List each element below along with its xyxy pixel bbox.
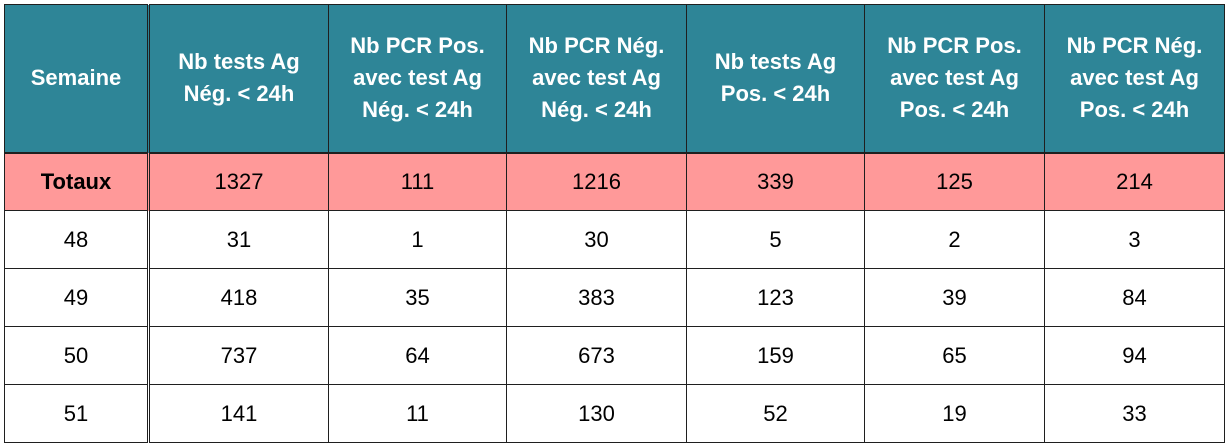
table-cell: 65: [864, 326, 1045, 385]
table-cell: 30: [506, 210, 687, 269]
table-cell: 84: [1044, 268, 1225, 327]
header-pcr-pos-ag-pos: Nb PCR Pos. avec test Ag Pos. < 24h: [864, 4, 1045, 153]
table-cell: 125: [864, 151, 1045, 211]
table-cell: 1216: [506, 151, 687, 211]
table-cell: 11: [328, 384, 507, 443]
table-cell: 123: [686, 268, 865, 327]
table-cell: 5: [686, 210, 865, 269]
header-pcr-pos-ag-neg: Nb PCR Pos. avec test Ag Nég. < 24h: [328, 4, 507, 153]
table-cell: 35: [328, 268, 507, 327]
table-cell: 52: [686, 384, 865, 443]
table-row: 49 418 35 383 123 39 84: [4, 268, 1225, 327]
header-tests-ag-pos: Nb tests Ag Pos. < 24h: [686, 4, 865, 153]
table-cell: 2: [864, 210, 1045, 269]
table-cell: 3: [1044, 210, 1225, 269]
header-row: Semaine Nb tests Ag Nég. < 24h Nb PCR Po…: [4, 4, 1225, 153]
table-cell: 31: [148, 210, 329, 269]
table-cell: 130: [506, 384, 687, 443]
table-cell: 94: [1044, 326, 1225, 385]
table-cell: 19: [864, 384, 1045, 443]
data-table-container: Semaine Nb tests Ag Nég. < 24h Nb PCR Po…: [4, 4, 1225, 443]
table-cell: 673: [506, 326, 687, 385]
table-cell: 39: [864, 268, 1045, 327]
table-cell: 1: [328, 210, 507, 269]
week-cell: 51: [4, 384, 150, 443]
week-cell: 49: [4, 268, 150, 327]
totals-row: Totaux 1327 111 1216 339 125 214: [4, 151, 1225, 211]
table-cell: 159: [686, 326, 865, 385]
table-cell: 383: [506, 268, 687, 327]
table-cell: 339: [686, 151, 865, 211]
header-pcr-neg-ag-pos: Nb PCR Nég. avec test Ag Pos. < 24h: [1044, 4, 1225, 153]
week-cell: 50: [4, 326, 150, 385]
header-pcr-neg-ag-neg: Nb PCR Nég. avec test Ag Nég. < 24h: [506, 4, 687, 153]
table-cell: 64: [328, 326, 507, 385]
header-semaine: Semaine: [4, 4, 150, 153]
totals-label: Totaux: [4, 151, 150, 211]
week-cell: 48: [4, 210, 150, 269]
table-cell: 214: [1044, 151, 1225, 211]
table-cell: 141: [148, 384, 329, 443]
table-cell: 737: [148, 326, 329, 385]
header-tests-ag-neg: Nb tests Ag Nég. < 24h: [148, 4, 329, 153]
table-cell: 111: [328, 151, 507, 211]
table-cell: 418: [148, 268, 329, 327]
table-row: 48 31 1 30 5 2 3: [4, 210, 1225, 269]
table-row: 51 141 11 130 52 19 33: [4, 384, 1225, 443]
weekly-tests-table: Semaine Nb tests Ag Nég. < 24h Nb PCR Po…: [4, 4, 1225, 443]
table-row: 50 737 64 673 159 65 94: [4, 326, 1225, 385]
table-cell: 33: [1044, 384, 1225, 443]
table-cell: 1327: [148, 151, 329, 211]
